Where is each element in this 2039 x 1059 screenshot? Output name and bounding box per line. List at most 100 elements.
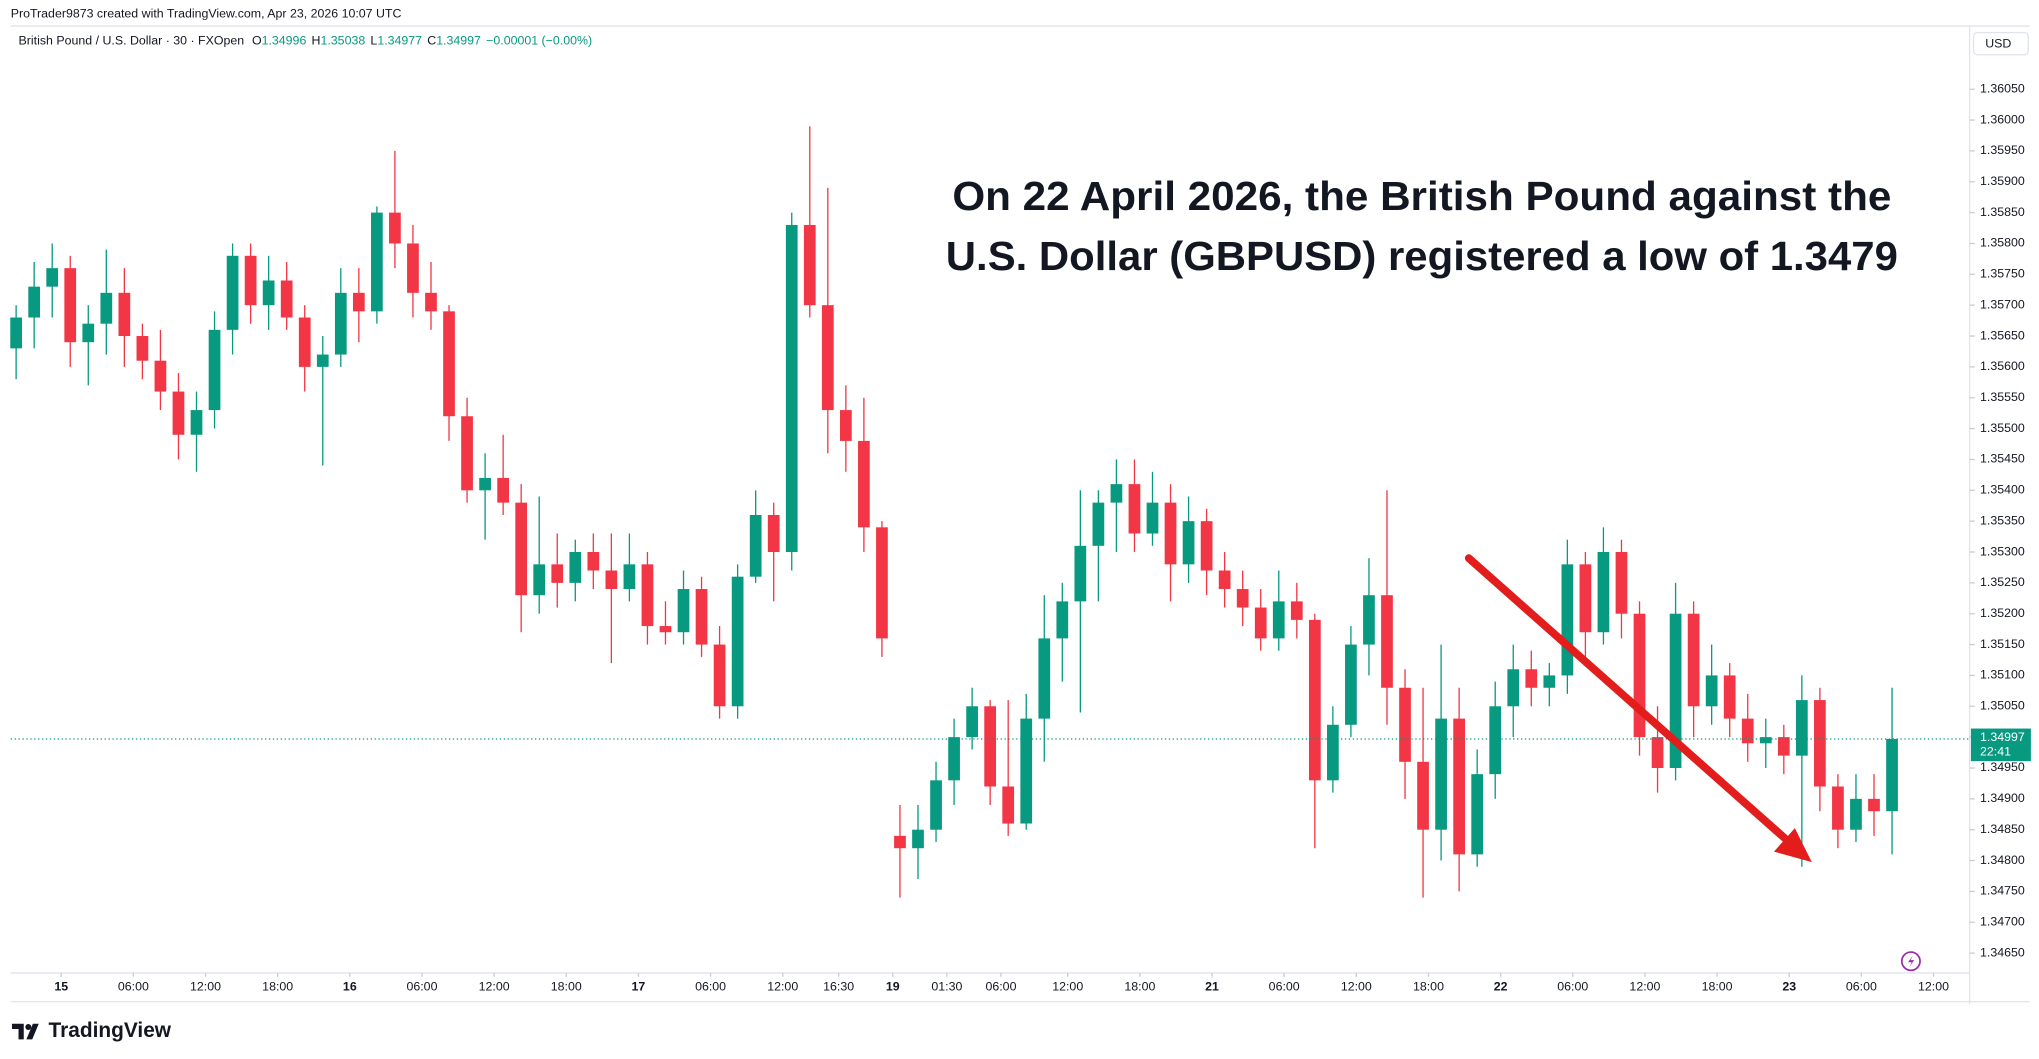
candle-body [1290, 601, 1303, 620]
candle-body [1182, 521, 1195, 565]
candle-body [298, 317, 311, 367]
candle-body [821, 305, 834, 411]
candle-body [876, 527, 888, 639]
logo[interactable]: TradingView [12, 1019, 172, 1042]
y-tick-label: 1.35650 [1980, 328, 2025, 342]
candle-body [1002, 786, 1015, 824]
alert-icon[interactable] [1900, 951, 1921, 972]
candle-body [605, 570, 618, 590]
candle-body [1453, 718, 1465, 855]
annotation-line: U.S. Dollar (GBPUSD) registered a low of… [946, 233, 1898, 279]
y-tick-label: 1.34700 [1980, 915, 2025, 929]
x-tick-label: 12:00 [190, 980, 221, 994]
candle-body [731, 576, 744, 707]
candle-body [1074, 545, 1087, 602]
candle-body [912, 829, 924, 849]
candle-body [659, 626, 672, 633]
candle-body [1525, 669, 1538, 688]
candle-body [1705, 675, 1718, 707]
candle-body [1886, 738, 1898, 812]
y-tick-label: 1.35100 [1980, 668, 2025, 682]
legend-key: O [252, 34, 262, 48]
y-tick-label: 1.35900 [1980, 174, 2025, 188]
candle-body [1272, 601, 1285, 639]
annotation-line: On 22 April 2026, the British Pound agai… [952, 173, 1891, 219]
x-tick-label: 01:30 [931, 980, 962, 994]
x-tick-label: 22 [1494, 980, 1508, 994]
candle-body [930, 780, 942, 830]
candle-body [100, 292, 113, 324]
alert-bolt[interactable] [1908, 955, 1915, 968]
candle-body [208, 329, 221, 411]
y-tick-label: 1.35950 [1980, 143, 2025, 157]
y-tick-label: 1.34850 [1980, 822, 2025, 836]
candle-body [569, 552, 582, 583]
y-tick-label: 1.34750 [1980, 884, 2025, 898]
candle-body [1615, 552, 1628, 614]
alert-circle[interactable] [1900, 951, 1921, 972]
candle-body [1020, 718, 1033, 824]
candle-body [1038, 638, 1051, 719]
candle-body [1236, 589, 1249, 608]
legend-value: 1.34977 [377, 34, 422, 48]
x-tick-label: 06:00 [1557, 980, 1588, 994]
y-tick-label: 1.35400 [1980, 483, 2025, 497]
y-tick-label: 1.35550 [1980, 390, 2025, 404]
candle-body [1110, 484, 1123, 503]
x-tick-label: 06:00 [118, 980, 149, 994]
candle-body [1218, 570, 1231, 590]
y-tick-label: 1.34800 [1980, 853, 2025, 867]
candle-body [587, 552, 600, 571]
candle-body [1507, 669, 1520, 707]
candle-body [64, 268, 77, 343]
y-tick-label: 1.35750 [1980, 267, 2025, 281]
candle-body [677, 589, 690, 633]
x-tick-label: 16 [343, 980, 357, 994]
candle-body [1669, 613, 1682, 768]
y-tick-label: 1.35350 [1980, 513, 2025, 527]
y-tick-label: 1.34650 [1980, 945, 2025, 959]
logo-text[interactable]: TradingView [49, 1019, 172, 1042]
candle-body [984, 706, 997, 787]
candle-body [1597, 552, 1610, 633]
logo-dot[interactable] [25, 1024, 32, 1031]
candle-body [172, 391, 185, 435]
candle-body [1146, 502, 1159, 534]
candle-body [226, 255, 239, 330]
x-tick-label: 15 [54, 980, 68, 994]
legend-change: −0.00001 (−0.00%) [486, 34, 592, 48]
candle-body [1633, 613, 1646, 738]
candle-body [1832, 786, 1844, 830]
currency[interactable]: USD [1985, 37, 2011, 51]
candle-body [244, 255, 257, 306]
countdown: 22:41 [1980, 744, 2011, 758]
x-tick-label: 16:30 [823, 980, 854, 994]
candle-body [1327, 724, 1339, 781]
x-tick-label: 06:00 [985, 980, 1016, 994]
candle-body [695, 589, 708, 645]
candle-body [82, 323, 95, 343]
candle-body [1489, 706, 1502, 775]
x-tick-label: 12:00 [1918, 980, 1949, 994]
candle-body [1814, 700, 1826, 787]
candle-body [713, 644, 726, 707]
y-tick-label: 1.34900 [1980, 791, 2025, 805]
x-tick-label: 18:00 [1413, 980, 1444, 994]
x-tick-label: 23 [1782, 980, 1796, 994]
y-tick-label: 1.35300 [1980, 544, 2025, 558]
candle-body [28, 286, 41, 318]
candle-body [948, 737, 960, 781]
x-tick-label: 12:00 [479, 980, 510, 994]
x-tick-label: 06:00 [695, 980, 726, 994]
currency-button[interactable] [1972, 31, 2029, 56]
logo-mark[interactable] [12, 1023, 39, 1040]
candle-body [371, 212, 383, 312]
candle-body [623, 564, 636, 590]
candle-body [136, 336, 149, 361]
y-tick-label: 1.35050 [1980, 699, 2025, 713]
candle-body [407, 243, 419, 293]
credit: ProTrader9873 created with TradingView.c… [11, 7, 402, 21]
legend-key: H [312, 34, 321, 48]
candle-body [749, 514, 762, 577]
